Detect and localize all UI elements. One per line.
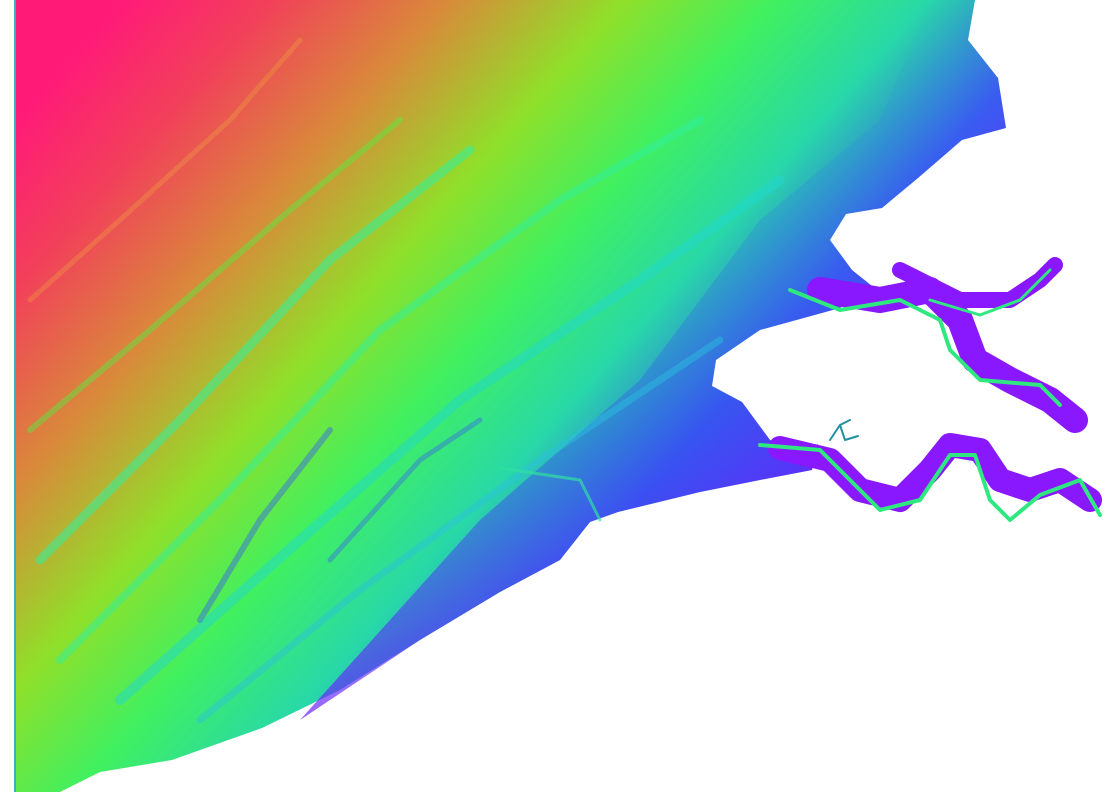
bathymetry-map [0, 0, 1106, 798]
body: (() => { const data = JSON.parse(documen… [0, 0, 1106, 798]
creek [830, 420, 858, 440]
estuary-north [820, 290, 1075, 420]
page: Bathymetry {} html, body { margin: 0; pa… [0, 0, 1106, 798]
seafloor [15, 0, 1006, 792]
